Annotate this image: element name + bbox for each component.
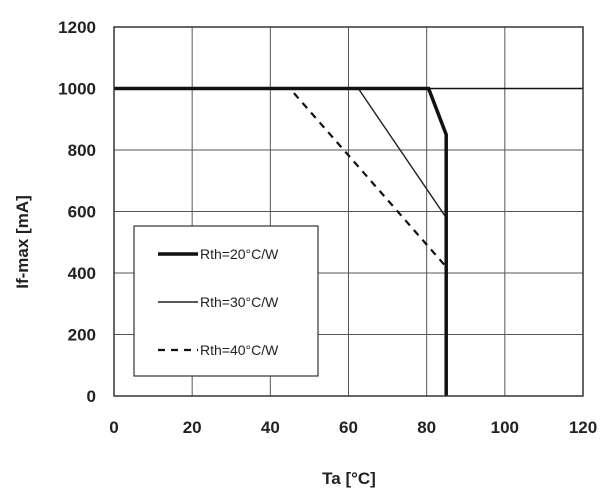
x-axis-title: Ta [°C] [322,469,376,488]
y-tick-label: 1000 [58,80,96,99]
y-tick-label: 200 [68,326,96,345]
x-tick-label: 100 [491,418,519,437]
y-tick-label: 1200 [58,18,96,37]
x-tick-label: 120 [569,418,597,437]
x-tick-label: 40 [261,418,280,437]
x-tick-label: 60 [339,418,358,437]
legend: Rth=20°C/W Rth=30°C/W Rth=40°C/W [133,225,319,377]
y-axis-title: If-max [mA] [13,195,32,289]
series-line-2 [114,87,447,219]
y-tick-label: 400 [68,264,96,283]
legend-label-2: Rth=30°C/W [200,294,279,310]
plot-frame [113,26,584,397]
y-tick-label: 600 [68,203,96,222]
series-line-1 [114,86,448,396]
x-tick-label: 80 [417,418,436,437]
x-tick-label: 20 [183,418,202,437]
legend-label-3: Rth=40°C/W [200,342,279,358]
series-layer [114,86,583,396]
y-tick-label: 0 [87,387,96,406]
legend-label-1: Rth=20°C/W [200,246,279,262]
y-tick-label: 800 [68,141,96,160]
x-tick-label: 0 [109,418,118,437]
